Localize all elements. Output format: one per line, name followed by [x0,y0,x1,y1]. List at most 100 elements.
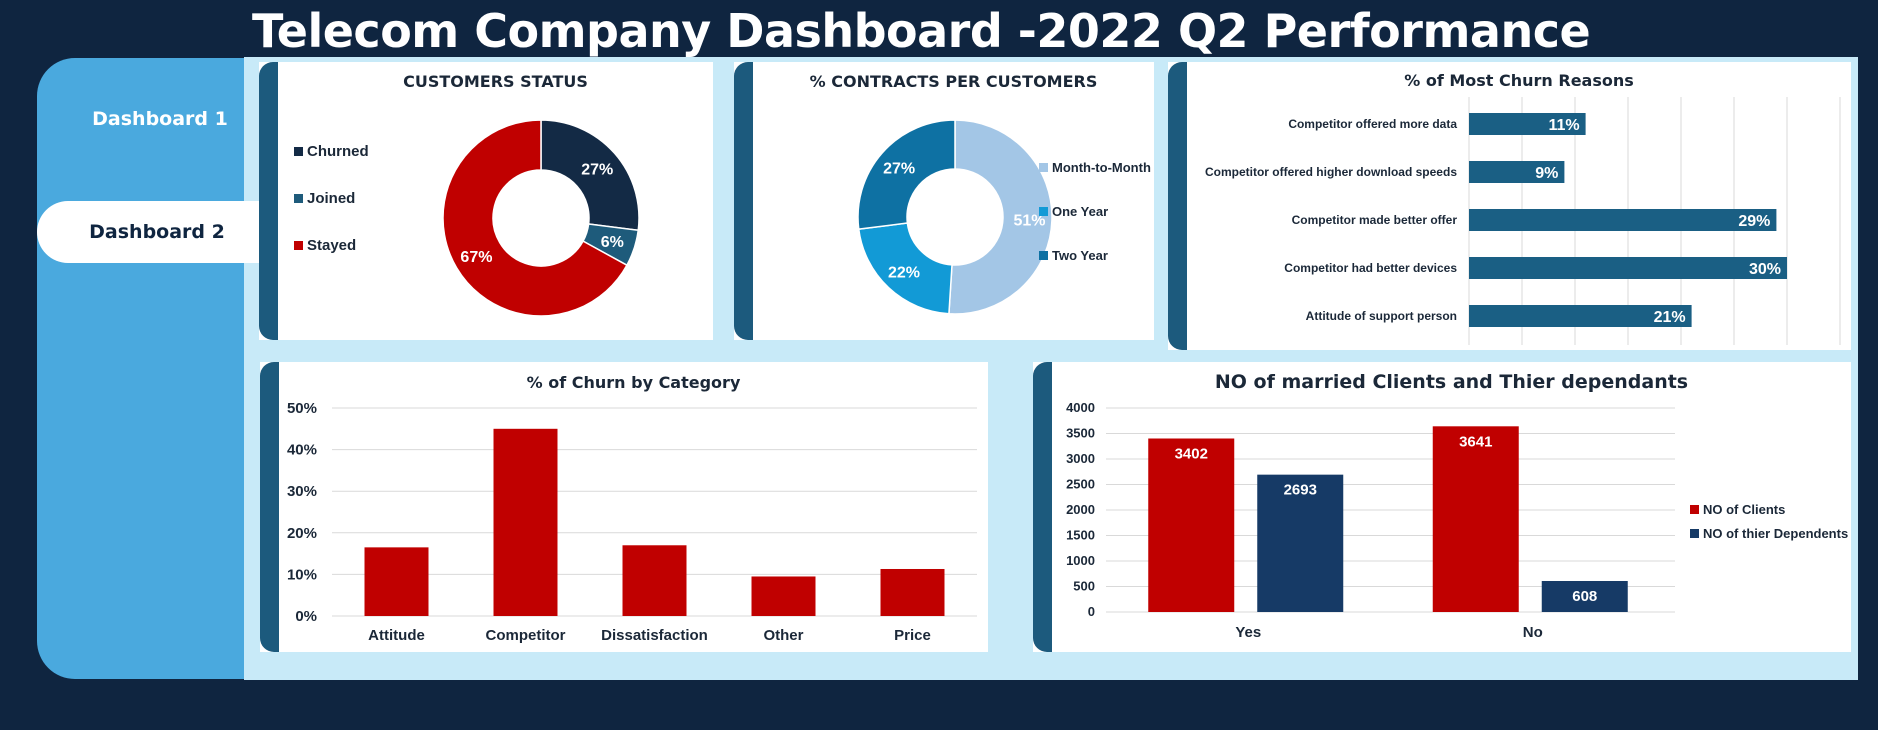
customers-status-card: CUSTOMERS STATUS 27% 6% 67% Churned Joined St… [259,62,713,340]
data-label: 2693 [1284,482,1317,499]
contracts-donut: 51% 22% 27% Month-to-Month One Year Two Year [857,119,1151,315]
donut-slice-churned [540,119,640,232]
data-label: 67% [460,249,492,266]
donut-slice-stayed [442,119,628,317]
y-tick-label: 10% [287,566,317,583]
data-label: 9% [1535,165,1558,182]
y-tick-label: 0 [1088,604,1095,619]
bar-no-of-clients [1148,438,1235,612]
y-tick-label: 3500 [1066,426,1095,441]
bar [1469,161,1565,183]
churn-category-chart: 0% 10% 20% 30% 40% 50% Attitude Competitor Dissa… [287,400,977,644]
bar [751,576,816,616]
data-label: 51% [1013,212,1045,229]
legend-label-no-of-clients: NO of Clients [1703,502,1785,517]
y-tick-label: 20% [287,525,317,542]
bar [880,568,945,616]
churn-reasons-card: % of Most Churn Reasons Competitor offer… [1168,62,1851,350]
legend-swatch-no-of-clients [1690,505,1699,514]
legend-label-churned: Churned [307,143,369,160]
y-tick-label: 2000 [1066,502,1095,517]
card-accent [1033,362,1052,652]
married-clients-card: NO of married Clients and Thier dependan… [1033,362,1851,652]
chart-title: CUSTOMERS STATUS [403,72,588,91]
y-tick-label: 500 [1073,579,1095,594]
x-tick-label: Competitor [486,627,566,644]
x-tick-label: Yes [1235,624,1261,641]
data-label: 6% [601,234,624,251]
card-accent [260,362,279,652]
bar [1469,257,1787,279]
x-tick-label: No [1523,624,1543,641]
card-accent [1168,62,1187,350]
data-label: 3641 [1459,433,1492,450]
data-label: 21% [1654,309,1686,326]
page-title: Telecom Company Dashboard -2022 Q2 Perfo… [252,4,1591,58]
y-tick-label: 1500 [1066,528,1095,543]
data-label: 27% [581,161,613,178]
x-tick-label: Other [763,627,803,644]
legend-swatch-joined [294,194,303,203]
bar [1469,113,1586,135]
legend-label-stayed: Stayed [307,237,356,254]
legend-swatch-one-year [1039,207,1048,216]
card-accent [734,62,753,340]
category-label: Attitude of support person [1306,309,1457,323]
legend-label-no-of-thier-dependents: NO of thier Dependents [1703,526,1848,541]
y-tick-label: 3000 [1066,451,1095,466]
legend-swatch-no-of-thier-dependents [1690,529,1699,538]
x-tick-label: Attitude [368,627,425,644]
category-label: Competitor offered higher download speed… [1205,165,1457,179]
y-tick-label: 4000 [1066,400,1095,415]
x-tick-label: Dissatisfaction [601,627,708,644]
customers-status-donut: 27% 6% 67% Churned Joined Stayed [294,119,640,317]
legend-label-two-year: Two Year [1052,248,1108,263]
bar [1469,305,1692,327]
chart-title: NO of married Clients and Thier dependan… [1214,371,1689,393]
data-label: 30% [1749,261,1781,278]
contracts-card: % CONTRACTS PER CUSTOMERS 51% 22% 27% Month… [734,62,1154,340]
data-label: 608 [1572,588,1597,605]
y-tick-label: 1000 [1066,553,1095,568]
legend-swatch-two-year [1039,251,1048,260]
chart-title: % of Most Churn Reasons [1404,71,1634,90]
chart-title: % of Churn by Category [526,373,741,392]
bar [493,428,558,616]
legend-swatch-month-to-month [1039,163,1048,172]
donut-slice-month-to-month [948,119,1053,315]
legend-label-month-to-month: Month-to-Month [1052,160,1151,175]
churn-category-card: % of Churn by Category 0% 10% 20% 30% 40% 50%… [260,362,988,652]
legend-label-joined: Joined [307,190,355,207]
category-label: Competitor offered more data [1288,117,1457,131]
bar-no-of-thier-dependents [1541,580,1628,612]
x-tick-label: Price [894,627,931,644]
data-label: 29% [1738,213,1770,230]
donut-slice-one-year [857,222,953,315]
y-tick-label: 40% [287,442,317,459]
data-label: 27% [883,161,915,178]
legend-swatch-stayed [294,241,303,250]
legend-label-one-year: One Year [1052,204,1108,219]
sidebar-item-dashboard-2[interactable]: Dashboard 2 [37,201,277,263]
y-tick-label: 30% [287,483,317,500]
married-clients-chart: 0 500 1000 1500 2000 2500 3000 3500 4000 3402 2693… [1066,400,1848,641]
category-label: Competitor made better offer [1292,213,1458,227]
category-label: Competitor had better devices [1284,261,1457,275]
data-label: 22% [888,264,920,281]
bar-no-of-thier-dependents [1257,474,1344,612]
churn-reasons-chart: Competitor offered more data 11% Competito… [1205,97,1841,345]
y-tick-label: 2500 [1066,477,1095,492]
y-tick-label: 0% [295,608,317,625]
bar [622,545,687,616]
donut-slice-two-year [857,119,956,230]
chart-title: % CONTRACTS PER CUSTOMERS [809,72,1098,91]
data-label: 3402 [1175,445,1208,462]
data-label: 11% [1548,117,1579,134]
y-tick-label: 50% [287,400,317,417]
legend-swatch-churned [294,147,303,156]
card-accent [259,62,278,340]
bar-no-of-clients [1432,426,1519,612]
bar [1469,209,1777,231]
sidebar-item-dashboard-1[interactable]: Dashboard 1 [92,108,228,130]
bar [364,547,429,616]
